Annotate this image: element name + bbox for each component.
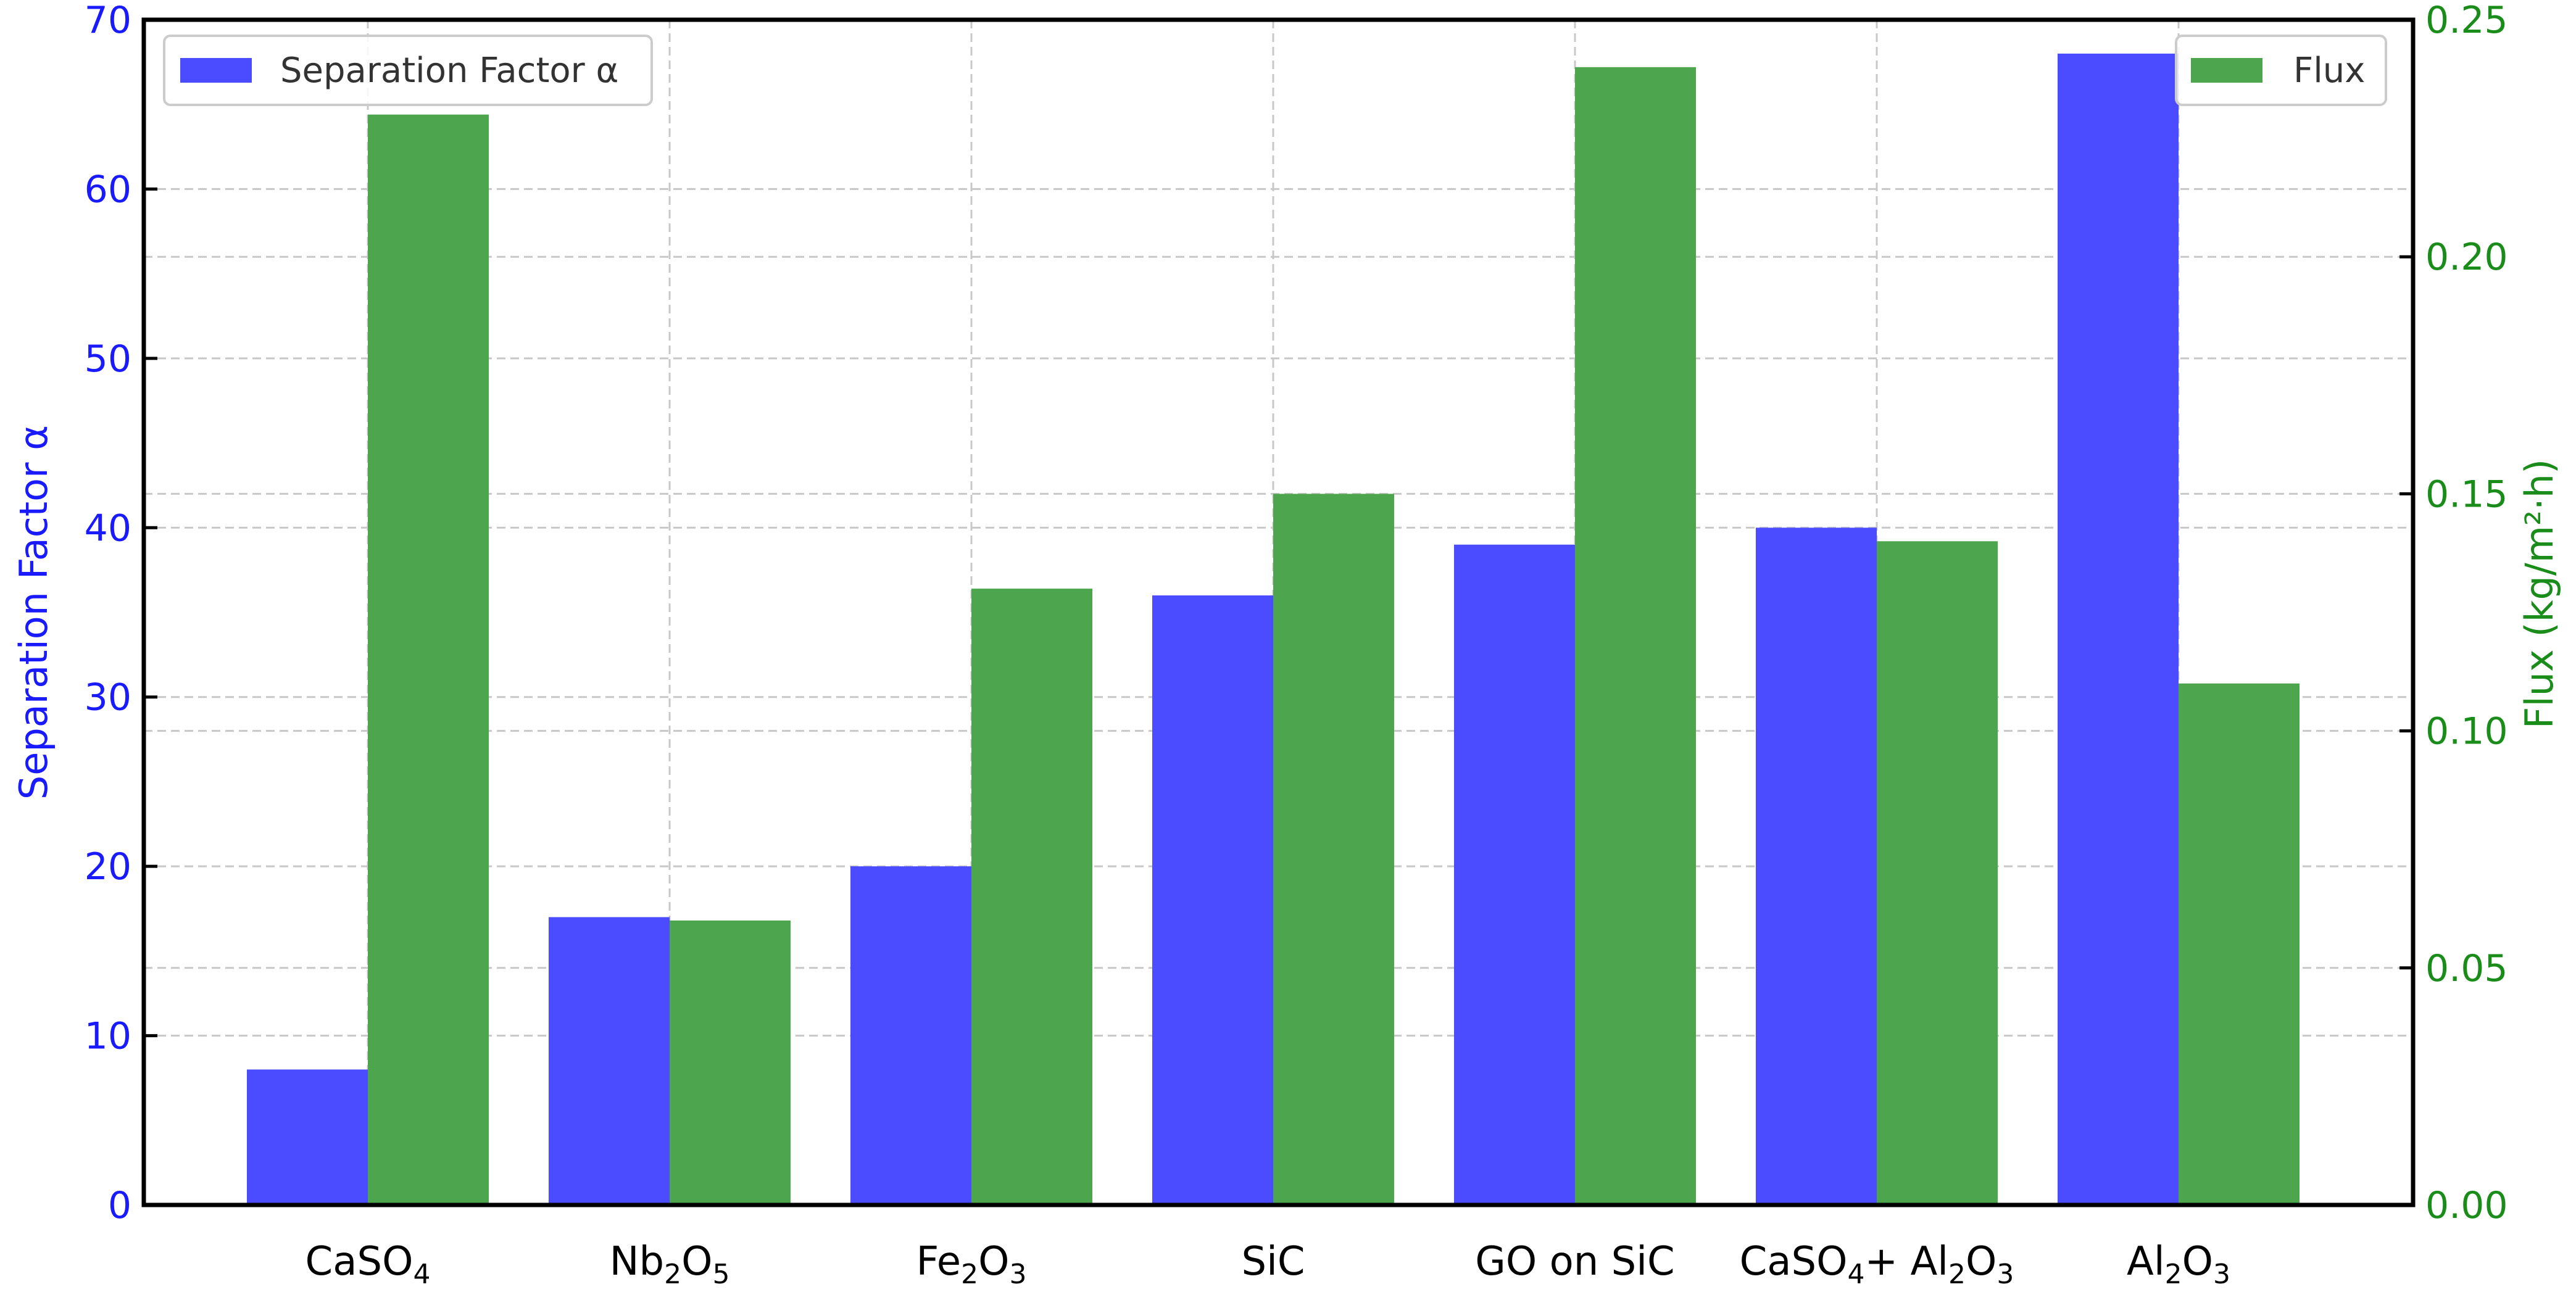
legend-frame [2175,35,2387,106]
bar-separation-factor [1152,595,1273,1205]
legend-separation-factor: Separation Factor α [163,35,653,106]
bar-separation-factor [549,917,670,1205]
tick-label-right: 0.00 [2425,1184,2508,1227]
right-axis-title: Flux (kg/m²·h) [2517,459,2562,729]
bars [247,53,2300,1206]
bar-flux [2179,683,2300,1205]
tick-label-left: 20 [85,845,131,888]
tick-label-right: 0.20 [2425,236,2508,279]
bar-flux [1575,67,1696,1206]
bar-separation-factor [247,1069,368,1205]
category-label: Nb2O5 [610,1239,730,1290]
category-label: GO on SiC [1475,1239,1674,1285]
legend-frame [163,35,653,106]
tick-label-right: 0.05 [2425,947,2508,990]
tick-label-left: 60 [85,168,131,211]
tick-label-left: 0 [108,1184,131,1227]
axis-labels: 0 10 20 30 40 50 60 70 0.00 0.05 0.10 0.15 0.20 0.25 C… [85,0,2508,1290]
legend-label: Flux [2293,51,2365,91]
tick-label-right: 0.25 [2425,0,2508,42]
bar-flux [368,114,489,1206]
bar-flux [971,589,1092,1205]
category-label: CaSO4+ Al2O3 [1740,1239,2014,1290]
category-label: Fe2O3 [916,1239,1026,1290]
bar-separation-factor [1454,544,1575,1206]
tick-label-left: 40 [85,507,131,550]
bar-flux [1877,541,1998,1205]
axis-ticks [144,18,2413,1207]
legend-swatch [180,58,252,83]
tick-label-left: 50 [85,337,131,381]
category-label: Al2O3 [2127,1239,2230,1290]
category-label: CaSO4 [305,1239,431,1290]
left-axis-title: Separation Factor α [11,425,56,800]
legend-flux: Flux [2175,35,2387,106]
tick-label-right: 0.15 [2425,473,2508,516]
tick-label-right: 0.10 [2425,710,2508,753]
bar-flux [670,920,791,1205]
bar-separation-factor [850,866,971,1205]
legend-swatch [2191,58,2262,83]
legend-label: Separation Factor α [280,51,618,91]
bar-separation-factor [2058,53,2179,1205]
tick-label-left: 30 [85,676,131,719]
plot-frame [141,17,2416,1207]
bar-flux [1273,494,1394,1205]
bar-separation-factor [1756,528,1877,1206]
category-label: SiC [1241,1239,1305,1285]
tick-label-left: 10 [85,1015,131,1058]
tick-label-left: 70 [85,0,131,42]
